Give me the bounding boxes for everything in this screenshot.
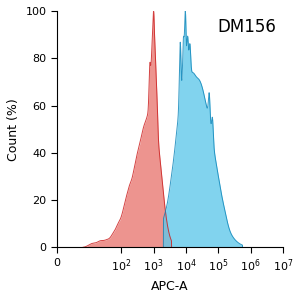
Text: DM156: DM156 (217, 18, 276, 36)
Y-axis label: Count (%): Count (%) (7, 98, 20, 160)
X-axis label: APC-A: APC-A (151, 280, 189, 293)
